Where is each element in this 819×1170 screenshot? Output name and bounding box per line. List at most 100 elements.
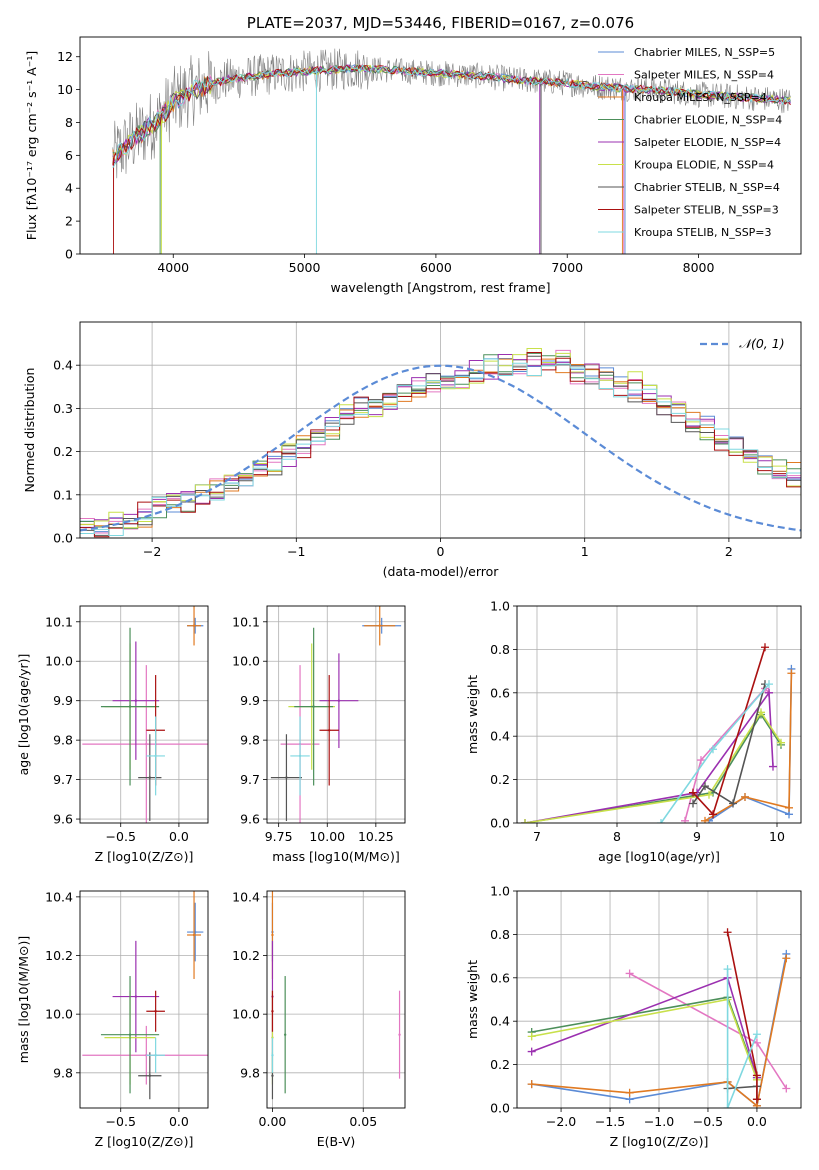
weight-marker-salpeter_stelib bbox=[761, 643, 769, 652]
weight-marker-salpeter_stelib bbox=[723, 928, 732, 937]
legend-entry: 𝒩(0, 1) bbox=[739, 336, 785, 351]
data-point-chabrier_elodie bbox=[128, 705, 132, 708]
y-tick-label: 10.4 bbox=[45, 889, 73, 904]
weight-marker-kroupa_stelib bbox=[657, 819, 665, 823]
x-tick-label: 8000 bbox=[683, 260, 715, 275]
axes-frame bbox=[79, 890, 209, 1109]
legend-entry: Kroupa ELODIE, N_SSP=4 bbox=[634, 159, 774, 172]
axes-frame bbox=[516, 890, 802, 1109]
y-tick-label: 0.8 bbox=[490, 927, 510, 942]
weight-line-kroupa_stelib bbox=[726, 969, 758, 1108]
y-tick-label: 9.6 bbox=[53, 812, 73, 827]
data-point-chabrier_stelib bbox=[271, 1074, 274, 1077]
weight-marker-chabrier_stelib bbox=[689, 799, 697, 808]
x-axis-label: Z [log10(Z/Z⊙)] bbox=[610, 1134, 709, 1149]
plot-area bbox=[527, 928, 791, 1108]
data-point-salpeter_stelib bbox=[327, 729, 331, 732]
x-axis-label: mass [log10(M/M⊙)] bbox=[272, 849, 400, 864]
weight-marker-kroupa_stelib bbox=[765, 680, 773, 689]
data-point-kroupa_stelib bbox=[154, 1054, 157, 1057]
weight-marker-kroupa_miles bbox=[741, 792, 749, 801]
y-tick-label: 10.2 bbox=[45, 948, 73, 963]
y-tick-label: 10.0 bbox=[45, 654, 73, 669]
legend: Chabrier MILES, N_SSP=5 Salpeter MILES, N… bbox=[598, 46, 782, 239]
weight-marker-salpeter_miles bbox=[625, 969, 634, 978]
weight-line-salpeter_stelib bbox=[726, 932, 758, 1100]
x-tick-label: 9 bbox=[693, 829, 701, 844]
y-tick-label: 10.1 bbox=[232, 614, 260, 629]
observed-spectrum-line bbox=[112, 48, 791, 179]
y-axis-label: age [log10(age/yr)] bbox=[16, 654, 31, 776]
x-tick-label: 10 bbox=[769, 829, 785, 844]
weight-line-kroupa_miles bbox=[704, 673, 793, 822]
plot-area bbox=[521, 643, 796, 823]
x-tick-label: 9.75 bbox=[265, 829, 293, 844]
y-tick-label: 0.4 bbox=[490, 1014, 510, 1029]
model-spectrum-kroupa_stelib bbox=[112, 64, 791, 254]
y-tick-label: 0.0 bbox=[490, 816, 510, 831]
weight-marker-kroupa_miles bbox=[701, 816, 709, 823]
weight-marker-kroupa_miles bbox=[787, 669, 796, 678]
x-tick-label: −1.5 bbox=[595, 1114, 625, 1129]
y-axis-label: mass weight bbox=[465, 960, 480, 1039]
data-point-chabrier_stelib bbox=[148, 1074, 152, 1077]
y-tick-label: 0.1 bbox=[53, 487, 73, 502]
weight-marker-kroupa_elodie bbox=[527, 1032, 536, 1041]
data-point-salpeter_miles bbox=[398, 1033, 401, 1036]
x-axis-label: Z [log10(Z/Z⊙)] bbox=[95, 849, 194, 864]
legend-entry: Chabrier ELODIE, N_SSP=4 bbox=[634, 114, 782, 127]
spectrum-panel: 4000 5000 6000 7000 8000 0 2 4 6 8 10 12 wavelength … bbox=[24, 14, 802, 295]
y-axis-label: mass weight bbox=[465, 675, 480, 754]
x-tick-label: 0.0 bbox=[747, 1114, 767, 1129]
plot-area bbox=[271, 891, 401, 1100]
weight-marker-kroupa_elodie bbox=[777, 738, 785, 747]
y-axis-label: Flux [fλ10⁻¹⁷ erg cm⁻² s⁻¹ A⁻¹] bbox=[24, 51, 39, 240]
axes-frame bbox=[516, 605, 802, 824]
plot-area bbox=[112, 48, 791, 254]
data-point-chabrier_elodie bbox=[283, 1033, 287, 1036]
x-tick-label: −0.5 bbox=[106, 829, 136, 844]
x-axis-label: age [log10(age/yr)] bbox=[598, 849, 720, 864]
weight-marker-salpeter_miles bbox=[681, 816, 689, 823]
weight-marker-salpeter_stelib bbox=[689, 788, 697, 797]
legend-entry: Kroupa MILES, N_SSP=4 bbox=[634, 91, 767, 104]
grid-lines bbox=[80, 891, 208, 1108]
weight-line-salpeter_elodie bbox=[531, 976, 758, 1078]
data-point-salpeter_stelib bbox=[271, 1010, 274, 1013]
plot-area bbox=[82, 606, 208, 823]
x-tick-label: 2 bbox=[725, 544, 733, 559]
mass-weight-vs-metallicity-panel: −2.0 −1.5 −1.0 −0.5 0.0 0.0 0.2 0.4 0.6 0.8 1.0 Z [… bbox=[465, 884, 802, 1149]
weight-line-kroupa_elodie bbox=[524, 710, 782, 823]
weight-marker-kroupa_stelib bbox=[723, 1104, 732, 1108]
y-tick-label: 1.0 bbox=[490, 884, 510, 899]
data-point-salpeter_elodie bbox=[134, 995, 138, 998]
legend-entry: Salpeter MILES, N_SSP=4 bbox=[634, 69, 774, 82]
axes-frame bbox=[79, 36, 802, 255]
y-tick-label: 1.0 bbox=[490, 599, 510, 614]
x-tick-label: −0.5 bbox=[106, 1114, 136, 1129]
weight-line-salpeter_elodie bbox=[524, 690, 774, 823]
weight-marker-kroupa_miles bbox=[527, 1080, 536, 1089]
y-tick-label: 0.2 bbox=[53, 444, 73, 459]
y-tick-label: 9.7 bbox=[53, 772, 73, 787]
axes-frame bbox=[266, 890, 406, 1109]
y-tick-label: 0.3 bbox=[53, 401, 73, 416]
y-tick-label: 4 bbox=[65, 181, 73, 196]
weight-marker-chabrier_stelib bbox=[701, 782, 709, 791]
x-tick-label: 4000 bbox=[157, 260, 189, 275]
x-tick-label: −1.0 bbox=[644, 1114, 674, 1129]
y-tick-label: 10.0 bbox=[232, 1007, 260, 1022]
weight-marker-salpeter_elodie bbox=[765, 688, 773, 697]
grid-lines bbox=[267, 606, 405, 823]
y-tick-label: 0.6 bbox=[490, 685, 510, 700]
chart-title: PLATE=2037, MJD=53446, FIBERID=0167, z=0… bbox=[247, 14, 634, 32]
plot-area bbox=[82, 891, 208, 1100]
y-tick-label: 10.0 bbox=[232, 654, 260, 669]
y-tick-label: 0.4 bbox=[53, 358, 73, 373]
x-tick-label: 10.25 bbox=[358, 829, 394, 844]
weight-marker-salpeter_stelib bbox=[709, 810, 717, 819]
mass-vs-metallicity-panel: −0.5 0.0 9.8 10.0 10.2 10.4 Z [log10(Z/Z⊙)] mas… bbox=[16, 889, 209, 1149]
y-tick-label: 0 bbox=[65, 247, 73, 262]
mass-weight-vs-age-panel: 7 8 9 10 0.0 0.2 0.4 0.6 0.8 1.0 age [log10(age/yr… bbox=[465, 599, 802, 864]
